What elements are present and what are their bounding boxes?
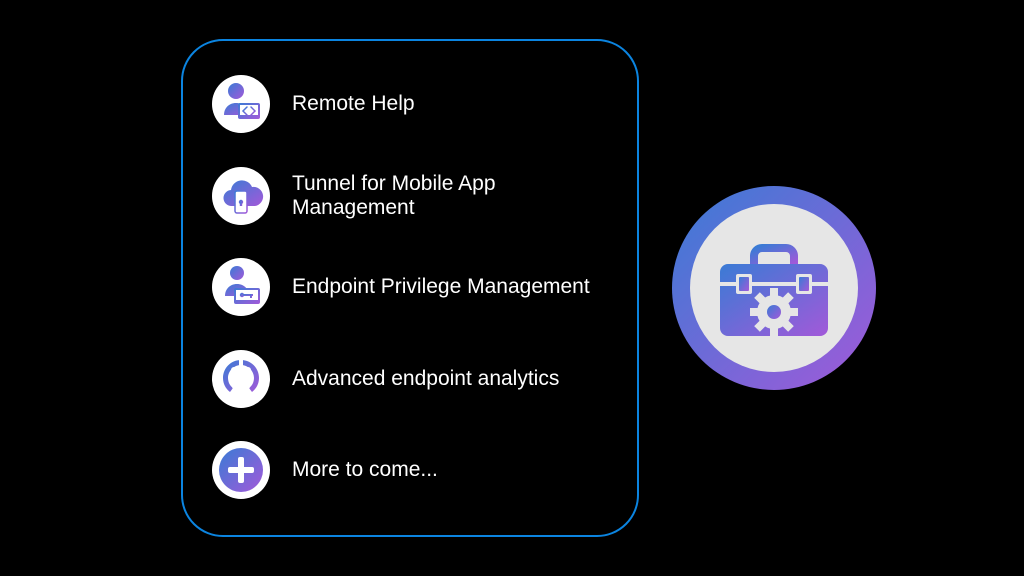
feature-item-tunnel-mam: Tunnel for Mobile App Management — [212, 167, 612, 225]
tunnel-icon — [212, 167, 270, 225]
plus-icon — [212, 441, 270, 499]
suite-badge — [672, 186, 876, 390]
feature-item-epm: Endpoint Privilege Management — [212, 258, 612, 316]
feature-label-remote-help: Remote Help — [292, 92, 415, 116]
feature-label-analytics: Advanced endpoint analytics — [292, 367, 559, 391]
feature-item-analytics: Advanced endpoint analytics — [212, 350, 612, 408]
feature-label-more: More to come... — [292, 458, 438, 482]
feature-label-epm: Endpoint Privilege Management — [292, 275, 590, 299]
remote-help-icon — [212, 75, 270, 133]
feature-label-tunnel-mam: Tunnel for Mobile App Management — [292, 172, 612, 220]
privilege-icon — [212, 258, 270, 316]
feature-item-more: More to come... — [212, 441, 612, 499]
toolbox-gear-icon — [690, 204, 858, 372]
feature-item-remote-help: Remote Help — [212, 75, 612, 133]
feature-list: Remote Help Tunnel for Mobile App Manage… — [212, 75, 612, 499]
analytics-icon — [212, 350, 270, 408]
